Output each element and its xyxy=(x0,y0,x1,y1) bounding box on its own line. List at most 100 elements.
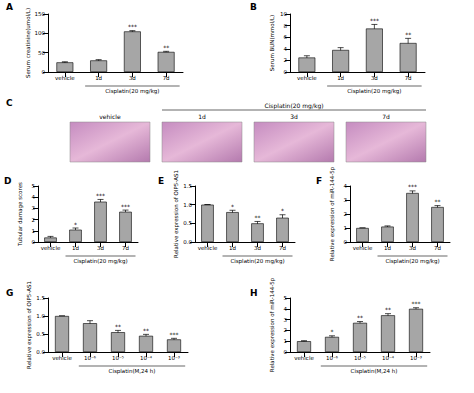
svg-text:Relative expression of miR-144: Relative expression of miR-144-5p xyxy=(269,277,276,372)
svg-text:1.5: 1.5 xyxy=(36,295,45,301)
svg-text:B: B xyxy=(250,2,257,12)
svg-text:10⁻⁴: 10⁻⁴ xyxy=(140,355,153,361)
svg-text:7d: 7d xyxy=(279,245,286,251)
svg-text:***: *** xyxy=(408,183,417,190)
svg-text:10⁻⁵: 10⁻⁵ xyxy=(112,355,124,361)
svg-text:Tubular damage scores: Tubular damage scores xyxy=(17,182,24,247)
svg-text:0.5: 0.5 xyxy=(183,220,192,226)
svg-text:vehicle: vehicle xyxy=(198,245,218,251)
svg-text:1d: 1d xyxy=(95,75,102,81)
svg-text:Serum BUN(mmol/L): Serum BUN(mmol/L) xyxy=(269,15,275,71)
svg-text:0: 0 xyxy=(284,349,288,355)
svg-text:3d: 3d xyxy=(409,245,416,251)
svg-text:**: ** xyxy=(115,323,121,330)
svg-text:3: 3 xyxy=(32,205,36,211)
svg-text:3d: 3d xyxy=(371,75,378,81)
svg-text:*: * xyxy=(74,221,77,228)
svg-text:Cisplatin(20 mg/kg): Cisplatin(20 mg/kg) xyxy=(73,258,127,265)
svg-text:Cisplatin(20 mg/kg): Cisplatin(20 mg/kg) xyxy=(264,102,323,110)
svg-text:1: 1 xyxy=(284,338,288,344)
svg-text:*: * xyxy=(281,207,284,214)
svg-text:2: 2 xyxy=(284,327,288,333)
svg-text:Relative expression of OIP5-AS: Relative expression of OIP5-AS1 xyxy=(26,281,33,369)
svg-text:G: G xyxy=(6,288,13,298)
svg-text:1.5: 1.5 xyxy=(183,183,192,189)
svg-text:Serum creatinine(umol/L): Serum creatinine(umol/L) xyxy=(25,8,31,78)
svg-text:4: 4 xyxy=(32,194,36,200)
svg-text:E: E xyxy=(158,176,164,186)
svg-text:Relative expression of OIP5-AS: Relative expression of OIP5-AS1 xyxy=(173,170,180,258)
svg-text:10: 10 xyxy=(280,11,287,17)
svg-text:1d: 1d xyxy=(72,245,79,251)
svg-text:Cisplatin(20 mg/kg): Cisplatin(20 mg/kg) xyxy=(230,258,284,265)
svg-text:0: 0 xyxy=(344,239,348,245)
svg-text:***: *** xyxy=(370,17,379,24)
svg-text:C: C xyxy=(6,98,13,108)
svg-text:***: *** xyxy=(96,192,105,199)
svg-text:7d: 7d xyxy=(434,245,441,251)
svg-text:4: 4 xyxy=(284,306,288,312)
svg-text:10⁻⁵: 10⁻⁵ xyxy=(354,355,366,361)
svg-text:A: A xyxy=(6,2,13,12)
svg-text:0.5: 0.5 xyxy=(36,331,45,337)
svg-text:7d: 7d xyxy=(122,245,129,251)
svg-text:0.0: 0.0 xyxy=(183,239,192,245)
svg-text:vehicle: vehicle xyxy=(55,75,75,81)
svg-text:10⁻⁶: 10⁻⁶ xyxy=(84,355,97,361)
svg-text:5: 5 xyxy=(32,183,36,189)
svg-text:8: 8 xyxy=(284,23,288,29)
svg-text:**: ** xyxy=(435,198,441,205)
svg-text:3d: 3d xyxy=(97,245,104,251)
svg-text:10⁻³: 10⁻³ xyxy=(168,355,180,361)
svg-text:4: 4 xyxy=(284,46,288,52)
svg-text:***: *** xyxy=(128,23,137,30)
svg-text:vehicle: vehicle xyxy=(99,113,121,120)
svg-text:***: *** xyxy=(121,203,130,210)
svg-text:6: 6 xyxy=(284,34,288,40)
svg-text:3d: 3d xyxy=(129,75,136,81)
svg-text:Cisplatin(20 mg/kg): Cisplatin(20 mg/kg) xyxy=(105,88,159,95)
svg-text:Cisplatin(M,24 h): Cisplatin(M,24 h) xyxy=(109,368,156,375)
svg-text:2: 2 xyxy=(344,211,348,217)
svg-text:F: F xyxy=(316,176,322,186)
svg-text:2: 2 xyxy=(284,57,288,63)
svg-text:0.0: 0.0 xyxy=(36,349,45,355)
svg-text:vehicle: vehicle xyxy=(52,355,72,361)
svg-text:3: 3 xyxy=(284,317,288,323)
svg-text:1d: 1d xyxy=(337,75,344,81)
svg-text:**: ** xyxy=(357,314,363,321)
svg-text:1: 1 xyxy=(32,228,36,234)
svg-text:5: 5 xyxy=(284,295,288,301)
svg-text:1.0: 1.0 xyxy=(183,202,192,208)
svg-text:Cisplatin(20 mg/kg): Cisplatin(20 mg/kg) xyxy=(385,258,439,265)
svg-text:10⁻⁴: 10⁻⁴ xyxy=(382,355,395,361)
svg-text:D: D xyxy=(4,176,11,186)
svg-text:3: 3 xyxy=(344,197,348,203)
svg-text:10⁻⁶: 10⁻⁶ xyxy=(326,355,339,361)
svg-text:1d: 1d xyxy=(384,245,391,251)
svg-text:**: ** xyxy=(255,214,261,221)
svg-text:Relative expression of miR-144: Relative expression of miR-144-5p xyxy=(329,166,336,261)
svg-text:7d: 7d xyxy=(382,113,390,120)
svg-text:Cisplatin(M,24 h): Cisplatin(M,24 h) xyxy=(351,368,398,375)
svg-text:Cisplatin(20 mg/kg): Cisplatin(20 mg/kg) xyxy=(347,88,401,95)
svg-text:*: * xyxy=(231,203,234,210)
svg-text:3d: 3d xyxy=(254,245,261,251)
svg-text:1: 1 xyxy=(344,225,348,231)
svg-text:vehicle: vehicle xyxy=(41,245,61,251)
svg-text:*: * xyxy=(331,328,334,335)
svg-text:**: ** xyxy=(385,306,391,313)
svg-text:150: 150 xyxy=(35,11,46,17)
svg-text:***: *** xyxy=(412,300,421,307)
svg-text:vehicle: vehicle xyxy=(297,75,317,81)
svg-text:50: 50 xyxy=(38,50,45,56)
svg-text:4: 4 xyxy=(344,183,348,189)
svg-text:vehicle: vehicle xyxy=(294,355,314,361)
svg-text:7d: 7d xyxy=(405,75,412,81)
svg-text:**: ** xyxy=(163,44,169,51)
svg-text:0: 0 xyxy=(32,239,36,245)
svg-text:1d: 1d xyxy=(229,245,236,251)
svg-text:1.0: 1.0 xyxy=(36,313,45,319)
svg-text:100: 100 xyxy=(35,30,46,36)
svg-text:7d: 7d xyxy=(163,75,170,81)
